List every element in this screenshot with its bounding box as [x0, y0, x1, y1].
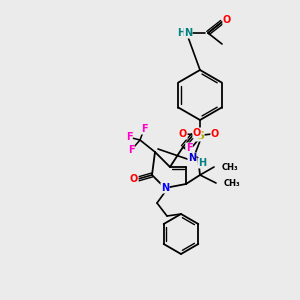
Text: F: F — [126, 132, 132, 142]
Text: F: F — [186, 143, 192, 153]
Text: O: O — [179, 129, 187, 139]
Text: N: N — [184, 28, 192, 38]
Text: O: O — [223, 15, 231, 25]
Text: S: S — [196, 131, 204, 141]
Text: O: O — [211, 129, 219, 139]
Text: N: N — [161, 183, 169, 193]
Text: H: H — [177, 28, 185, 38]
Text: H: H — [198, 158, 206, 168]
Text: O: O — [130, 174, 138, 184]
Text: CH₃: CH₃ — [222, 163, 238, 172]
Text: F: F — [141, 124, 147, 134]
Text: CH₃: CH₃ — [224, 178, 241, 188]
Text: F: F — [128, 145, 134, 155]
Text: O: O — [193, 128, 201, 138]
Text: N: N — [188, 153, 196, 163]
